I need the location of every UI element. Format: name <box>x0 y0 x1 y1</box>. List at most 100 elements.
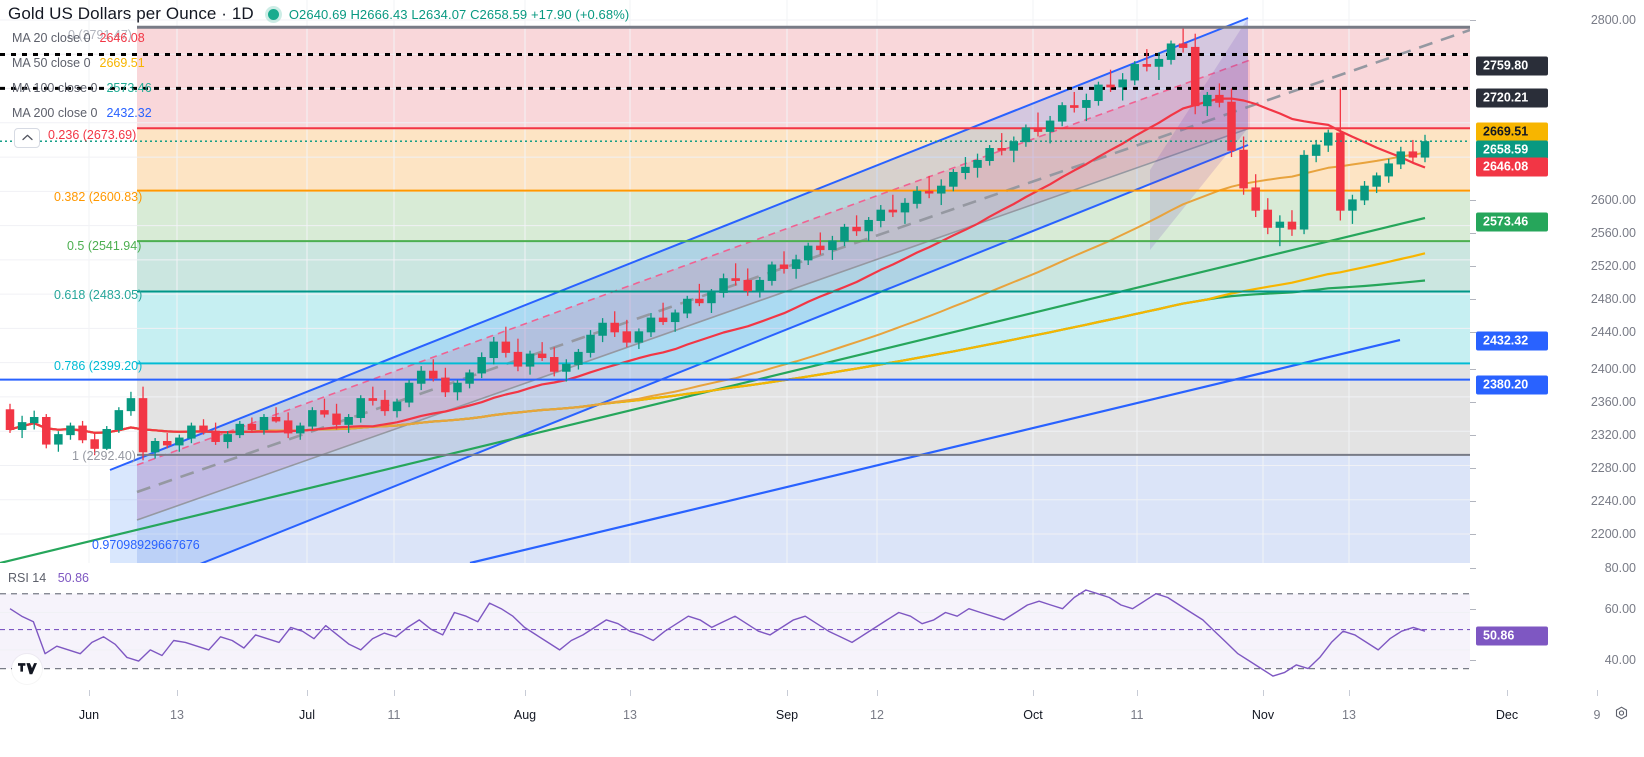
time-tick-label-13: 9 <box>1593 708 1601 722</box>
price-tick-label-12: 2200.00 <box>1590 527 1636 541</box>
candlestick <box>1203 91 1212 116</box>
candlestick <box>380 390 390 416</box>
candlestick <box>1239 136 1248 195</box>
candlestick <box>1299 150 1309 235</box>
price-tickmark <box>1470 568 1476 569</box>
time-axis[interactable]: Jun 13 Jul 11 Aug 13 Sep 12 Oct 11 Nov 13 Dec 9 <box>0 690 1644 757</box>
tradingview-logo[interactable] <box>12 654 42 684</box>
rsi-legend-value: 50.86 <box>57 571 89 585</box>
candlestick <box>320 398 329 418</box>
price-tickmark <box>1470 266 1476 267</box>
price-badge-2759.80[interactable]: 2759.80 <box>1476 56 1548 76</box>
candlestick <box>404 379 414 408</box>
candlestick <box>90 432 99 456</box>
candlestick <box>707 288 716 313</box>
price-badge-2380.20[interactable]: 2380.20 <box>1476 375 1548 395</box>
price-tick-label-7: 2400.00 <box>1590 362 1636 376</box>
candlestick <box>1336 88 1345 221</box>
time-tickmark <box>394 690 395 696</box>
price-tick-label-15: 40.00 <box>1604 653 1636 667</box>
time-tick-label-6: Sep <box>775 708 799 722</box>
candlestick <box>779 251 789 274</box>
candlestick <box>949 169 958 192</box>
price-axis[interactable]: 2800.00 2600.00 2560.00 2520.00 2480.00 2440.… <box>1470 0 1644 690</box>
candlestick <box>54 431 63 452</box>
time-tick-label-10: Nov <box>1251 708 1275 722</box>
rsi-band <box>0 593 1470 669</box>
fib-level-label-7: 0.97098929667676 <box>92 538 200 552</box>
candlestick <box>1275 215 1285 247</box>
candlestick <box>235 420 245 439</box>
candlestick <box>162 432 172 449</box>
time-tick-label-7: 12 <box>870 708 884 722</box>
candlestick <box>803 242 813 266</box>
fib-level-label-5: 0.786 (2399.20) <box>54 359 143 373</box>
candlestick <box>465 369 474 389</box>
price-tickmark <box>1470 468 1476 469</box>
candlestick <box>1094 81 1103 106</box>
clock-settings-icon[interactable] <box>1613 706 1630 728</box>
price-tick-label-8: 2360.00 <box>1590 395 1636 409</box>
candlestick <box>1045 115 1055 144</box>
candlestick <box>1166 40 1176 65</box>
time-tick-label-9: 11 <box>1130 708 1144 722</box>
candlestick <box>1178 28 1188 53</box>
price-badge-2432.32[interactable]: 2432.32 <box>1476 331 1548 351</box>
candlestick <box>719 273 728 298</box>
rsi-canvas <box>0 589 1470 677</box>
rsi-pane[interactable]: RSI 14 50.86 <box>0 563 1470 690</box>
candlestick <box>1215 83 1224 108</box>
price-badge-2573.46[interactable]: 2573.46 <box>1476 212 1548 232</box>
price-tick-label-11: 2240.00 <box>1590 494 1636 508</box>
price-tick-label-5: 2480.00 <box>1590 292 1636 306</box>
price-badge-50.86[interactable]: 50.86 <box>1476 626 1548 646</box>
time-tick-label-1: 13 <box>170 708 184 722</box>
time-tickmark <box>307 690 308 696</box>
candlestick <box>126 391 136 416</box>
price-badge-2669.51[interactable]: 2669.51 <box>1476 122 1548 142</box>
fib-level-label-1: 0.236 (2673.69) <box>48 128 137 142</box>
price-tickmark <box>1470 233 1476 234</box>
candlestick <box>1251 174 1260 218</box>
time-tick-label-2: Jul <box>299 708 315 722</box>
time-tickmark <box>787 690 788 696</box>
time-tickmark <box>630 690 631 696</box>
candlestick <box>912 186 922 209</box>
candlestick <box>223 431 232 449</box>
time-tickmark <box>1033 690 1034 696</box>
candlestick <box>1009 136 1019 163</box>
ma-line-20 <box>9 97 1426 434</box>
candlestick <box>634 328 644 349</box>
candlestick <box>852 215 861 236</box>
candlestick <box>1263 198 1273 235</box>
price-tickmark <box>1470 332 1476 333</box>
candlestick <box>537 342 547 361</box>
candlestick <box>1082 93 1091 122</box>
candlestick <box>574 348 583 370</box>
price-chart-pane[interactable] <box>0 0 1470 563</box>
price-tickmark <box>1470 534 1476 535</box>
candlestick <box>767 261 777 286</box>
time-tick-label-4: Aug <box>513 708 537 722</box>
candlestick <box>1130 61 1139 86</box>
price-badge-2658.59[interactable]: 2658.59 <box>1476 140 1548 160</box>
price-badge-2646.08[interactable]: 2646.08 <box>1476 157 1548 177</box>
candlestick <box>513 338 523 372</box>
candlestick <box>658 302 668 325</box>
candlestick <box>1287 210 1297 236</box>
candlestick <box>416 366 426 391</box>
candlestick <box>150 438 160 459</box>
price-tick-label-4: 2520.00 <box>1590 259 1636 273</box>
fib-level-label-2: 0.382 (2600.83) <box>54 190 143 204</box>
rsi-legend: RSI 14 50.86 <box>8 571 89 585</box>
time-tickmark <box>177 690 178 696</box>
candlestick <box>283 412 293 439</box>
time-tickmark <box>1349 690 1350 696</box>
price-tickmark <box>1470 609 1476 610</box>
candlestick <box>1190 33 1200 115</box>
price-badge-2720.21[interactable]: 2720.21 <box>1476 88 1548 108</box>
candlestick <box>1070 91 1079 113</box>
trendline-blue-lower <box>469 338 1401 563</box>
fib-level-label-0: 0 (2791.47) <box>68 28 132 42</box>
